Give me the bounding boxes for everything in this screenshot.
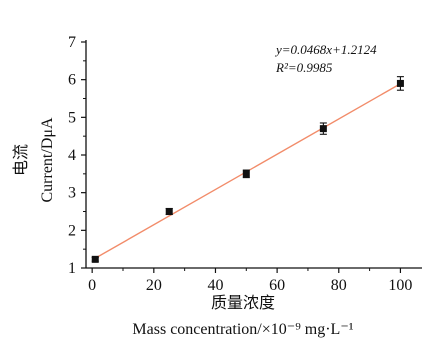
y-axis-label-en: Current/DμA — [39, 117, 56, 202]
r-squared: R²=0.9985 — [275, 60, 333, 75]
x-tick-label: 60 — [269, 277, 285, 294]
y-tick-label: 4 — [68, 147, 76, 164]
y-tick-label: 6 — [68, 72, 76, 89]
y-tick-label: 1 — [68, 260, 76, 277]
fit-equation: y=0.0468x+1.2124 — [274, 42, 377, 57]
x-tick-label: 100 — [388, 277, 412, 294]
x-axis-label-cn: 质量浓度 — [211, 294, 275, 312]
y-axis-label-cn: 电流 — [12, 144, 30, 176]
y-tick-label: 2 — [68, 222, 76, 239]
y-tick-label: 5 — [68, 109, 76, 126]
y-tick-label: 3 — [68, 185, 76, 202]
data-point — [319, 125, 327, 133]
data-point — [91, 255, 99, 263]
plot-area: 0 20 40 60 80 100 1 2 3 4 5 6 7 — [68, 34, 422, 294]
data-point — [396, 79, 404, 87]
x-tick-label: 0 — [88, 277, 96, 294]
y-tick-label: 7 — [68, 34, 76, 51]
x-axis-label-en: Mass concentration/×10⁻⁹ mg·L⁻¹ — [132, 321, 353, 338]
x-tick-label: 20 — [146, 277, 162, 294]
data-point — [242, 170, 250, 178]
data-point — [165, 208, 173, 215]
x-tick-label: 80 — [331, 277, 347, 294]
x-tick-label: 40 — [207, 277, 223, 294]
